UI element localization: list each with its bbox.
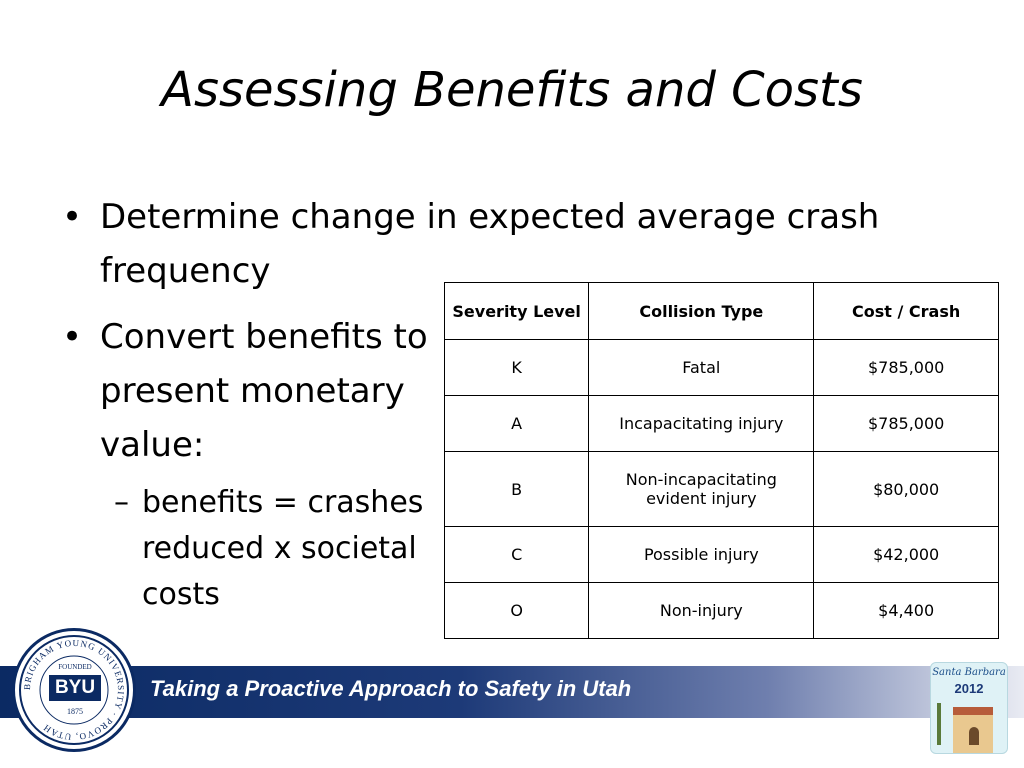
header-collision-type: Collision Type xyxy=(588,282,815,340)
collision-type-cell: Possible injury xyxy=(588,526,815,583)
cost-table: Severity Level Collision Type Cost / Cra… xyxy=(443,282,999,639)
table-row: O Non-injury $4,400 xyxy=(443,582,999,639)
seal-byu: BYU xyxy=(49,675,101,701)
bullet-dot-icon: • xyxy=(62,317,83,357)
palm-tree-icon xyxy=(937,703,941,745)
collision-type-cell: Fatal xyxy=(588,339,815,396)
collision-type-cell: Non-injury xyxy=(588,582,815,639)
table-row: B Non-incapacitating evident injury $80,… xyxy=(443,451,999,527)
bullet-text: Convert benefits to present monetary val… xyxy=(100,317,428,465)
byu-seal-logo: BRIGHAM YOUNG UNIVERSITY · PROVO, UTAH F… xyxy=(12,628,136,752)
header-severity-level: Severity Level xyxy=(443,282,590,340)
severity-cell: C xyxy=(443,526,590,583)
footer-band xyxy=(0,666,1024,718)
severity-cell: K xyxy=(443,339,590,396)
cost-cell: $785,000 xyxy=(813,339,999,396)
bullet-dot-icon: • xyxy=(62,197,83,237)
cost-cell: $4,400 xyxy=(813,582,999,639)
slide-title: Assessing Benefits and Costs xyxy=(161,62,863,118)
header-cost-per-crash: Cost / Crash xyxy=(813,282,999,340)
table-row: A Incapacitating injury $785,000 xyxy=(443,395,999,452)
door-icon xyxy=(969,727,979,745)
santa-barbara-badge-logo: Santa Barbara 2012 xyxy=(930,662,1008,754)
severity-cell: O xyxy=(443,582,590,639)
table-header-row: Severity Level Collision Type Cost / Cra… xyxy=(443,282,999,340)
bullet-item: • Determine change in expected average c… xyxy=(62,190,980,298)
cost-cell: $80,000 xyxy=(813,451,999,527)
seal-year: 1875 xyxy=(67,707,83,716)
severity-cell: A xyxy=(443,395,590,452)
table-row: C Possible injury $42,000 xyxy=(443,526,999,583)
collision-type-cell: Non-incapacitating evident injury xyxy=(588,451,815,527)
cost-cell: $42,000 xyxy=(813,526,999,583)
dash-icon: – xyxy=(114,485,129,520)
bullet-text: Determine change in expected average cra… xyxy=(100,197,880,291)
severity-cell: B xyxy=(443,451,590,527)
cost-cell: $785,000 xyxy=(813,395,999,452)
collision-type-cell: Incapacitating injury xyxy=(588,395,815,452)
sub-bullet-text: benefits = crashes reduced x societal co… xyxy=(142,485,424,612)
sub-bullet-item: – benefits = crashes reduced x societal … xyxy=(114,480,472,618)
bullet-item: • Convert benefits to present monetary v… xyxy=(62,310,480,472)
table-row: K Fatal $785,000 xyxy=(443,339,999,396)
seal-founded: FOUNDED xyxy=(58,663,92,671)
badge-script: Santa Barbara xyxy=(932,667,1006,678)
badge-year: 2012 xyxy=(954,681,984,696)
footer-text: Taking a Proactive Approach to Safety in… xyxy=(150,676,632,701)
